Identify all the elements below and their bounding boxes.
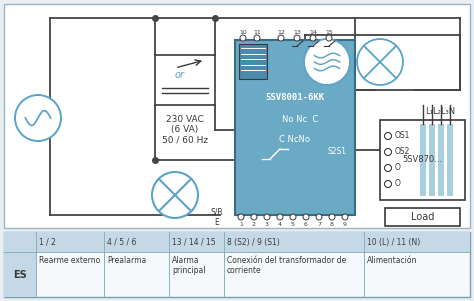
Text: 13 / 14 / 15: 13 / 14 / 15	[172, 237, 216, 247]
Text: Alarma
principal: Alarma principal	[172, 256, 206, 275]
Text: 5: 5	[291, 222, 295, 226]
Text: Rearme externo: Rearme externo	[39, 256, 100, 265]
Circle shape	[310, 35, 316, 41]
Bar	[239, 44, 267, 79]
Text: 8 (S2) / 9 (S1): 8 (S2) / 9 (S1)	[227, 237, 280, 247]
Text: 8: 8	[330, 222, 334, 226]
Circle shape	[254, 35, 260, 41]
Text: 7: 7	[317, 222, 321, 226]
Bar	[447, 124, 453, 196]
Text: 12: 12	[277, 29, 285, 35]
Text: 10: 10	[239, 29, 247, 35]
Text: 15: 15	[325, 29, 333, 35]
Text: 230 VAC
(6 VA)
50 / 60 Hz: 230 VAC (6 VA) 50 / 60 Hz	[162, 115, 208, 145]
Text: 1 / 2: 1 / 2	[39, 237, 56, 247]
Circle shape	[264, 214, 270, 220]
Text: O: O	[395, 163, 401, 172]
Bar	[385, 208, 460, 226]
Text: 3: 3	[265, 222, 269, 226]
Bar	[4, 232, 470, 297]
Text: No Nc  C: No Nc C	[282, 116, 318, 125]
Text: OS1: OS1	[395, 132, 410, 141]
Circle shape	[316, 214, 322, 220]
Circle shape	[240, 35, 246, 41]
Text: 14: 14	[309, 29, 317, 35]
Circle shape	[304, 39, 350, 85]
Circle shape	[384, 165, 392, 172]
Circle shape	[290, 214, 296, 220]
Circle shape	[278, 35, 284, 41]
Bar	[380, 120, 465, 200]
Bar	[429, 124, 435, 196]
Text: or: or	[175, 70, 185, 80]
Text: Prealarma: Prealarma	[107, 256, 146, 265]
Text: L₁L₂L₃N: L₁L₂L₃N	[425, 107, 455, 116]
Text: C NcNo: C NcNo	[280, 135, 310, 144]
Text: O: O	[395, 179, 401, 188]
Circle shape	[238, 214, 244, 220]
Text: S/R
E: S/R E	[210, 207, 223, 227]
Text: 13: 13	[293, 29, 301, 35]
Text: 1: 1	[239, 222, 243, 226]
Circle shape	[251, 214, 257, 220]
Circle shape	[15, 95, 61, 141]
Circle shape	[329, 214, 335, 220]
Bar	[235, 40, 355, 215]
Bar	[4, 252, 36, 297]
Bar	[420, 124, 426, 196]
Bar	[4, 4, 470, 228]
Circle shape	[277, 214, 283, 220]
Text: 10 (L) / 11 (N): 10 (L) / 11 (N)	[367, 237, 420, 247]
Bar	[4, 232, 470, 252]
Text: Alimentación: Alimentación	[367, 256, 418, 265]
Circle shape	[326, 35, 332, 41]
Text: 6: 6	[304, 222, 308, 226]
Text: S2S1: S2S1	[328, 147, 346, 157]
Text: Load: Load	[411, 212, 434, 222]
Text: Conexión del transformador de
corriente: Conexión del transformador de corriente	[227, 256, 346, 275]
Text: ES: ES	[13, 269, 27, 280]
Text: 5SV870...: 5SV870...	[402, 156, 442, 165]
Text: 4 / 5 / 6: 4 / 5 / 6	[107, 237, 137, 247]
Text: 11: 11	[253, 29, 261, 35]
Circle shape	[384, 148, 392, 156]
Circle shape	[294, 35, 300, 41]
Text: OS2: OS2	[395, 147, 410, 157]
Circle shape	[152, 172, 198, 218]
Text: 5SV8001-6KK: 5SV8001-6KK	[265, 94, 325, 103]
Circle shape	[303, 214, 309, 220]
Text: 4: 4	[278, 222, 282, 226]
Text: 9: 9	[343, 222, 347, 226]
Circle shape	[357, 39, 403, 85]
Bar	[438, 124, 444, 196]
Text: 2: 2	[252, 222, 256, 226]
Circle shape	[384, 132, 392, 139]
Circle shape	[384, 181, 392, 188]
Bar	[155, 55, 215, 105]
Circle shape	[342, 214, 348, 220]
